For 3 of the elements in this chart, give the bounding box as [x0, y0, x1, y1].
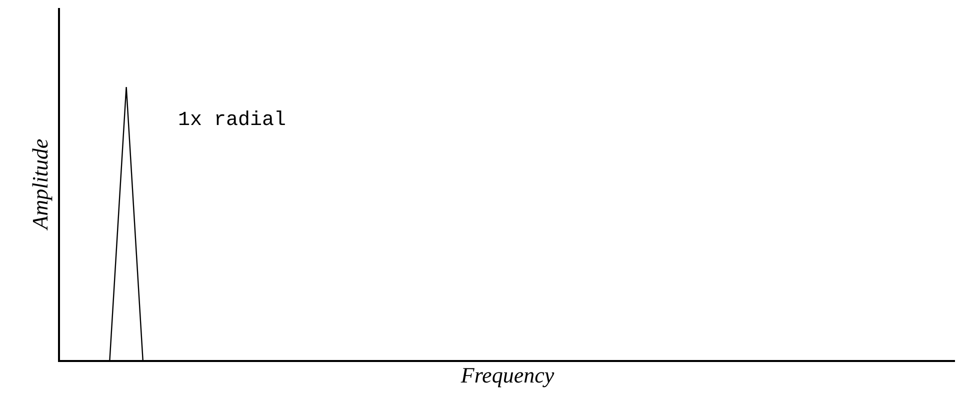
y-axis-title: Amplitude	[28, 138, 53, 232]
x-axis-title: Frequency	[460, 362, 554, 388]
annotation: 1x radial	[178, 109, 286, 132]
